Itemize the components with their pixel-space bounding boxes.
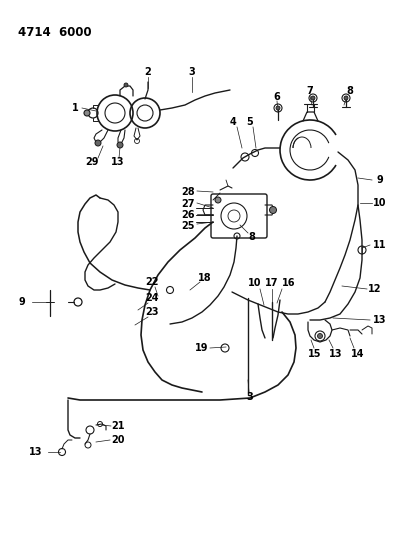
Text: 20: 20: [111, 435, 125, 445]
Circle shape: [124, 83, 128, 87]
Text: 9: 9: [377, 175, 384, 185]
Text: 16: 16: [282, 278, 296, 288]
Circle shape: [95, 140, 101, 146]
Text: 3: 3: [188, 67, 195, 77]
Text: 17: 17: [265, 278, 279, 288]
Text: 6: 6: [274, 92, 280, 102]
Text: 8: 8: [248, 232, 255, 242]
Text: 12: 12: [368, 284, 382, 294]
Text: 9: 9: [19, 297, 25, 307]
Circle shape: [270, 206, 277, 214]
Text: 13: 13: [373, 315, 387, 325]
Text: 1: 1: [72, 103, 78, 113]
Text: 4714  6000: 4714 6000: [18, 26, 92, 38]
Text: 22: 22: [145, 277, 159, 287]
FancyBboxPatch shape: [211, 194, 267, 238]
Circle shape: [276, 106, 280, 110]
Text: 3: 3: [246, 392, 253, 402]
Text: 23: 23: [145, 307, 159, 317]
Circle shape: [117, 142, 123, 148]
Circle shape: [317, 334, 322, 338]
Text: 10: 10: [373, 198, 387, 208]
Text: 28: 28: [181, 187, 195, 197]
Text: 2: 2: [144, 67, 151, 77]
Text: 4: 4: [230, 117, 236, 127]
Circle shape: [344, 96, 348, 100]
Text: 10: 10: [248, 278, 262, 288]
Text: 13: 13: [29, 447, 43, 457]
Text: 13: 13: [111, 157, 125, 167]
Text: 24: 24: [145, 293, 159, 303]
Circle shape: [311, 96, 315, 100]
Text: 27: 27: [181, 199, 195, 209]
Text: 5: 5: [246, 117, 253, 127]
Text: 13: 13: [329, 349, 343, 359]
Text: 19: 19: [195, 343, 209, 353]
Text: 29: 29: [85, 157, 99, 167]
Text: 18: 18: [198, 273, 212, 283]
Text: 15: 15: [308, 349, 322, 359]
Text: 21: 21: [111, 421, 125, 431]
Circle shape: [84, 110, 90, 116]
Text: 11: 11: [373, 240, 387, 250]
Text: 26: 26: [181, 210, 195, 220]
Text: 7: 7: [307, 86, 313, 96]
Text: 8: 8: [346, 86, 353, 96]
Text: 14: 14: [351, 349, 365, 359]
Circle shape: [215, 197, 221, 203]
Text: 25: 25: [181, 221, 195, 231]
